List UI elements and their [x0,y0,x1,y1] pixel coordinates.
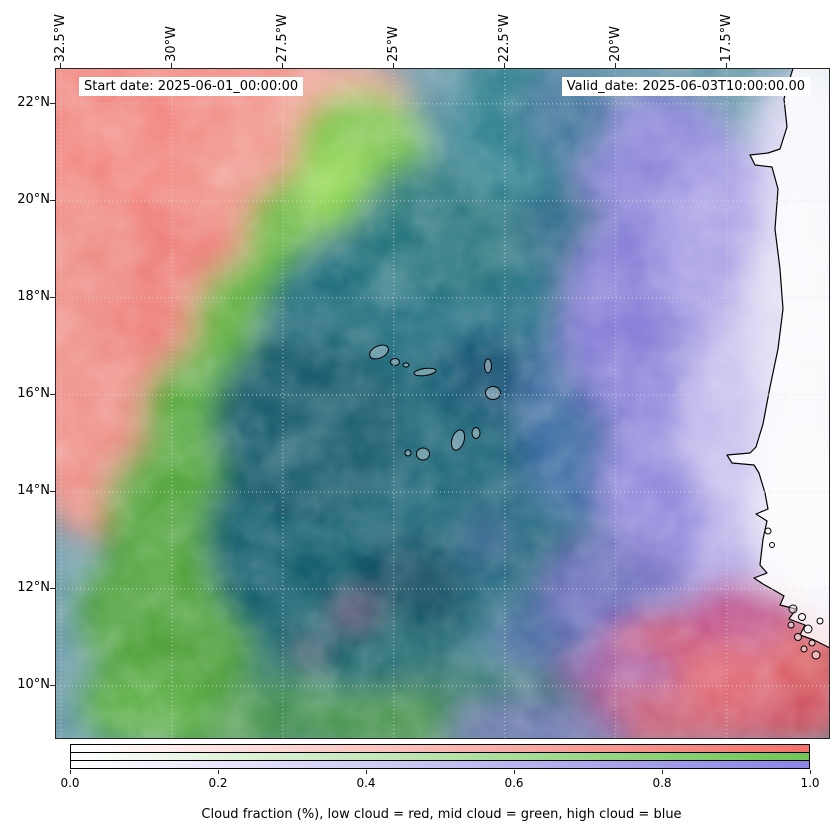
colorbar-tick-mark [70,770,71,774]
x-tick-mark [726,63,727,68]
cloud-texture-overlay [56,69,829,738]
colorbar-tick-label: 0.0 [60,776,80,790]
start-date-label: Start date: 2025-06-01_00:00:00 [79,77,304,96]
x-tick-mark [615,63,616,68]
y-tick-label: 16°N [17,386,50,401]
x-tick-mark [171,63,172,68]
y-tick-label: 14°N [17,483,50,498]
colorbar-tick-mark [366,770,367,774]
valid-date-label: Valid_date: 2025-06-03T10:00:00.00 [561,77,810,96]
x-tick-label: 27.5°W [274,13,290,62]
x-tick-mark [504,63,505,68]
colorbar-tick-mark [810,770,811,774]
y-tick-mark [50,297,55,298]
x-tick-label: 25°W [385,26,401,62]
y-tick-mark [50,394,55,395]
x-tick-label: 17.5°W [718,13,734,62]
x-tick-label: 22.5°W [496,13,512,62]
africa-coastline-land [726,69,829,649]
colorbar-tick-label: 1.0 [800,776,820,790]
x-tick-mark [282,63,283,68]
x-tick-label: 20°W [607,26,623,62]
y-tick-mark [50,103,55,104]
x-tick-mark [393,63,394,68]
y-tick-mark [50,588,55,589]
map-plot-area [55,68,830,739]
x-tick-mark [60,63,61,68]
y-tick-label: 12°N [17,580,50,595]
colorbar-tick-label: 0.2 [208,776,228,790]
y-tick-mark [50,491,55,492]
cape-verde-islands [369,344,501,461]
cloud-composite-map [56,69,829,738]
y-tick-mark [50,200,55,201]
bijagos-islands [764,527,824,660]
colorbar-tick-label: 0.6 [504,776,524,790]
colorbar-tick-mark [514,770,515,774]
y-tick-label: 18°N [17,289,50,304]
colorbar-tick-mark [662,770,663,774]
colorbar-tick-label: 0.4 [356,776,376,790]
caption: Cloud fraction (%), low cloud = red, mid… [201,807,682,822]
x-tick-label: 32.5°W [52,13,68,62]
y-tick-label: 22°N [17,95,50,110]
colorbar-tick-mark [218,770,219,774]
x-tick-label: 30°W [163,26,179,62]
colorbar-tick-label: 0.8 [652,776,672,790]
y-tick-mark [50,685,55,686]
y-tick-label: 10°N [17,677,50,692]
colorbar-high-cloud [70,760,810,769]
grid-lines [56,69,829,738]
y-tick-label: 20°N [17,192,50,207]
